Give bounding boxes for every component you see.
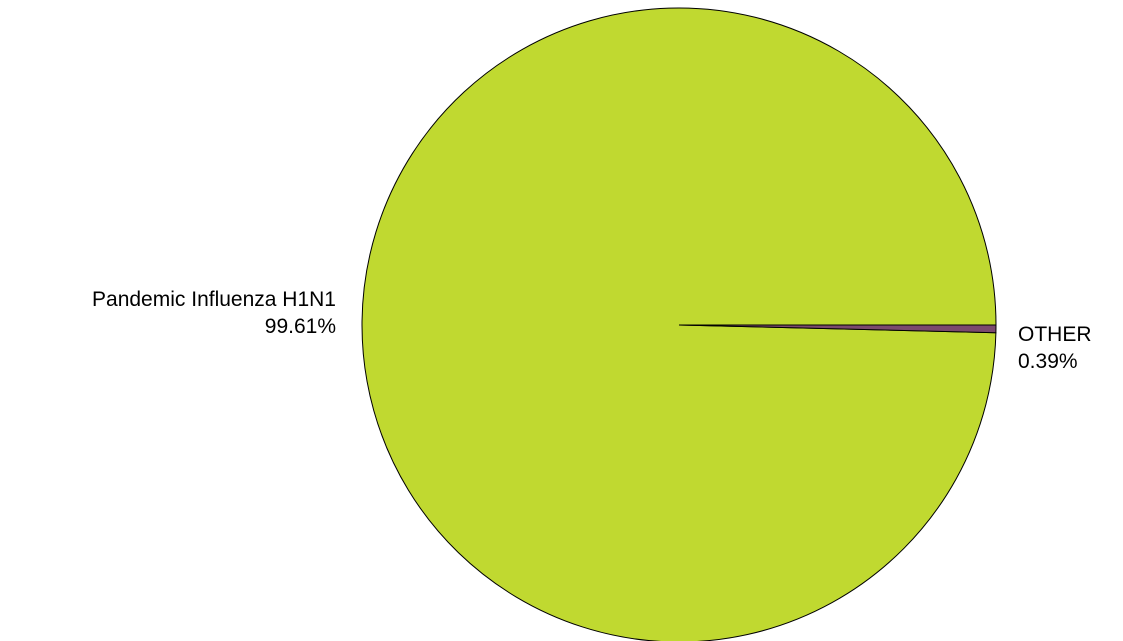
slice-value-label-other: 0.39%	[1018, 350, 1078, 373]
slice-label-group-h1n1: Pandemic Influenza H1N1 99.61%	[92, 288, 336, 338]
slice-label-h1n1: Pandemic Influenza H1N1	[92, 288, 336, 311]
slice-value-label-h1n1: 99.61%	[265, 315, 336, 338]
pie-slices	[361, 7, 997, 641]
pie-slice-other	[678, 324, 997, 334]
slice-label-group-other: OTHER 0.39%	[1018, 323, 1092, 373]
slice-label-other: OTHER	[1018, 323, 1092, 346]
